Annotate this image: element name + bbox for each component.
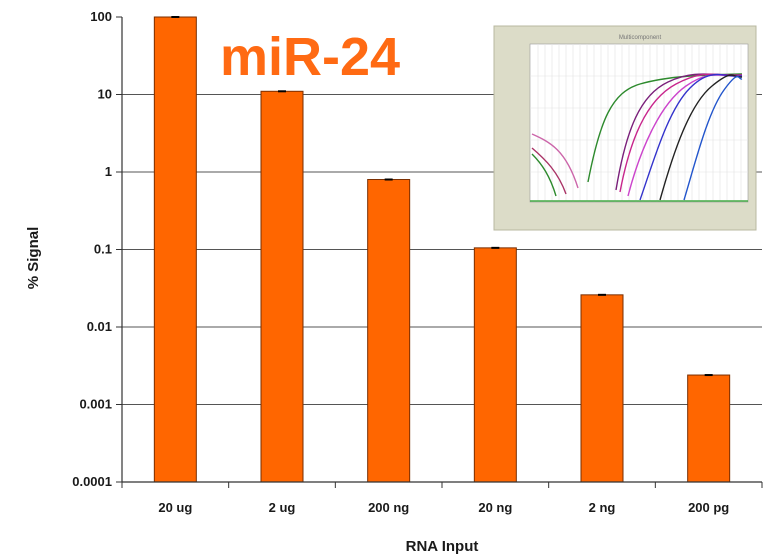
- x-tick-label: 200 ng: [368, 500, 409, 515]
- bar: [687, 374, 731, 483]
- y-tick-label: 0.01: [87, 319, 112, 334]
- inset-curve: [531, 153, 557, 197]
- chart-title: miR-24: [220, 27, 400, 87]
- inset-curve: [531, 133, 579, 189]
- x-tick-label: 2 ug: [269, 500, 296, 515]
- bars: [153, 16, 731, 483]
- bar: [473, 247, 517, 483]
- x-tick-label: 200 pg: [688, 500, 729, 515]
- y-axis-label: % Signal: [25, 227, 42, 290]
- inset-curve: [531, 147, 567, 195]
- y-tick-label: 10: [98, 87, 112, 102]
- inset-curve: [683, 75, 743, 201]
- bar: [367, 179, 411, 483]
- x-tick-label: 20 ug: [158, 500, 192, 515]
- y-tick-labels: 100 10 1 0.1 0.01 0.001 0.0001: [72, 9, 112, 489]
- y-tick-label: 0.0001: [72, 474, 112, 489]
- inset-amplification-plot: Multicomponent: [493, 25, 757, 231]
- inset-curve: [659, 74, 743, 201]
- inset-title: Multicomponent: [619, 35, 662, 41]
- inset-curve: [639, 73, 743, 201]
- bar: [580, 294, 624, 483]
- y-tick-label: 100: [90, 9, 112, 24]
- x-axis-label: RNA Input: [406, 538, 479, 555]
- axes: [121, 17, 763, 488]
- y-tick-label: 0.001: [79, 397, 112, 412]
- y-tick-label: 1: [105, 164, 112, 179]
- bar: [260, 90, 304, 483]
- x-tick-label: 20 ng: [478, 500, 512, 515]
- x-tick-label: 2 ng: [589, 500, 616, 515]
- bar: [153, 16, 197, 483]
- y-tick-label: 0.1: [94, 242, 112, 257]
- x-tick-labels: 20 ug 2 ug 200 ng 20 ng 2 ng 200 pg: [158, 500, 729, 515]
